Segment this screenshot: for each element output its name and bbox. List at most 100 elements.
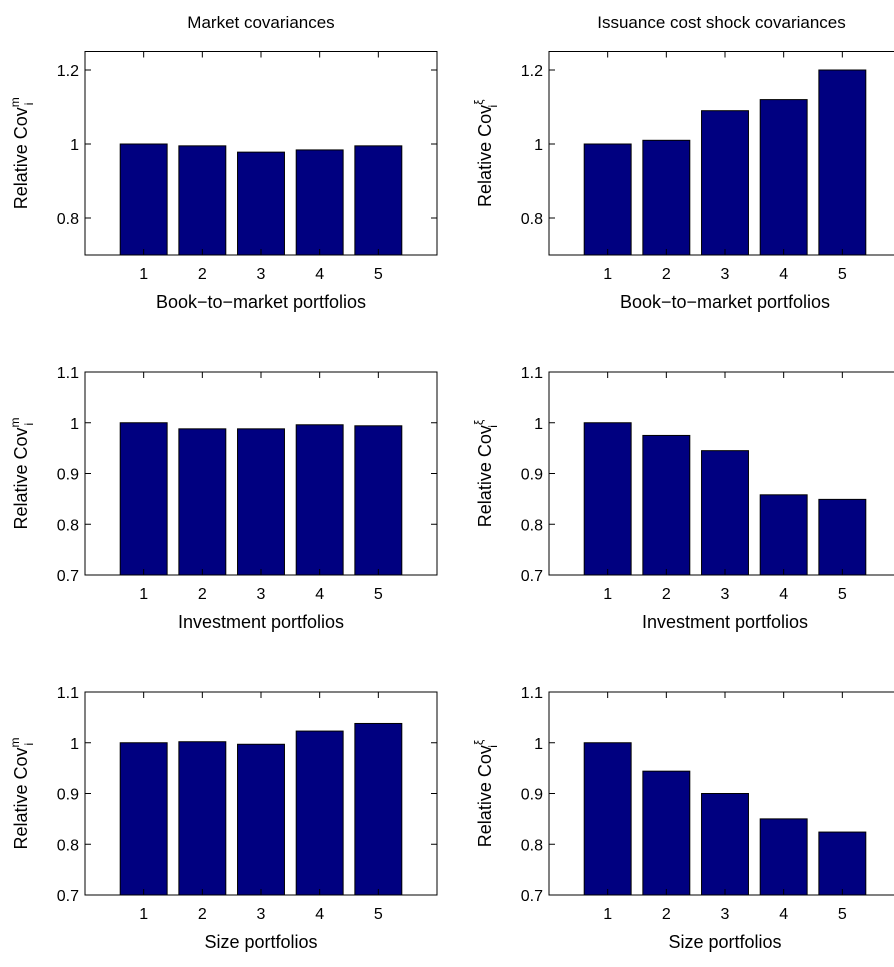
y-tick-label: 0.9 bbox=[57, 467, 79, 484]
y-axis-label: Relative Covξi bbox=[472, 419, 500, 527]
y-tick-label: 1.1 bbox=[521, 365, 543, 382]
x-tick-label: 2 bbox=[198, 266, 207, 283]
subplot-title: Market covariances bbox=[187, 13, 334, 32]
bar bbox=[295, 149, 344, 256]
x-tick-label: 5 bbox=[838, 586, 847, 603]
y-tick-label: 1 bbox=[534, 137, 543, 154]
x-tick-label: 2 bbox=[198, 586, 207, 603]
x-tick-label: 2 bbox=[662, 586, 671, 603]
x-tick-label: 4 bbox=[315, 266, 324, 283]
x-tick-label: 5 bbox=[374, 906, 383, 923]
y-axis-label-superscript: ξ bbox=[472, 99, 486, 105]
y-tick-label: 0.7 bbox=[57, 568, 79, 585]
bar bbox=[818, 498, 867, 576]
bar bbox=[354, 425, 403, 576]
x-tick-label: 3 bbox=[257, 906, 266, 923]
bar bbox=[237, 151, 285, 256]
x-tick-label: 2 bbox=[662, 266, 671, 283]
y-axis-label: Relative Covmi bbox=[8, 97, 36, 209]
x-axis-label: Size portfolios bbox=[668, 932, 781, 952]
x-axis-label: Book−to−market portfolios bbox=[620, 292, 830, 312]
x-tick-label: 5 bbox=[374, 586, 383, 603]
bar bbox=[354, 722, 403, 896]
y-tick-label: 0.7 bbox=[57, 888, 79, 905]
y-axis-label-subscript: i bbox=[486, 105, 500, 108]
y-axis-label: Relative Covξi bbox=[472, 739, 500, 847]
x-tick-label: 3 bbox=[721, 266, 730, 283]
x-tick-label: 5 bbox=[374, 266, 383, 283]
bar bbox=[119, 422, 168, 576]
y-tick-label: 0.9 bbox=[57, 787, 79, 804]
y-axis-label-subscript: i bbox=[486, 745, 500, 748]
y-tick-label: 1.2 bbox=[521, 63, 543, 80]
bar bbox=[642, 770, 691, 896]
bar bbox=[759, 818, 808, 896]
y-axis-label-main: Relative Cov bbox=[11, 427, 31, 529]
y-tick-label: 0.9 bbox=[521, 787, 543, 804]
y-axis-label-main: Relative Cov bbox=[11, 107, 31, 209]
y-tick-label: 0.7 bbox=[521, 568, 543, 585]
y-axis-label-main: Relative Cov bbox=[475, 745, 495, 847]
y-axis-label-superscript: m bbox=[8, 97, 22, 107]
y-axis-label-main: Relative Cov bbox=[475, 105, 495, 207]
y-axis-label: Relative Covmi bbox=[8, 737, 36, 849]
x-tick-label: 3 bbox=[257, 266, 266, 283]
subplot-title: Issuance cost shock covariances bbox=[597, 13, 846, 32]
x-tick-label: 3 bbox=[257, 586, 266, 603]
x-tick-label: 1 bbox=[603, 906, 612, 923]
bar bbox=[642, 139, 691, 256]
y-tick-label: 1 bbox=[70, 416, 79, 433]
y-axis-label: Relative Covξi bbox=[472, 99, 500, 207]
y-tick-label: 1 bbox=[534, 736, 543, 753]
bar bbox=[237, 428, 285, 576]
bar bbox=[701, 793, 749, 896]
y-axis-label-superscript: m bbox=[8, 737, 22, 747]
y-axis-label-subscript: i bbox=[22, 743, 36, 746]
x-tick-label: 1 bbox=[603, 586, 612, 603]
bar bbox=[295, 730, 344, 896]
y-axis-label-subscript: i bbox=[486, 425, 500, 428]
y-tick-label: 0.7 bbox=[521, 888, 543, 905]
x-tick-label: 1 bbox=[603, 266, 612, 283]
bar bbox=[583, 742, 632, 896]
bar bbox=[583, 143, 632, 256]
y-tick-label: 1.1 bbox=[57, 365, 79, 382]
bar bbox=[701, 110, 749, 256]
x-tick-label: 3 bbox=[721, 906, 730, 923]
y-axis-label-superscript: ξ bbox=[472, 739, 486, 745]
bar bbox=[178, 428, 227, 576]
x-axis-label: Investment portfolios bbox=[178, 612, 344, 632]
x-tick-label: 2 bbox=[198, 906, 207, 923]
x-axis-label: Book−to−market portfolios bbox=[156, 292, 366, 312]
bar bbox=[237, 743, 285, 896]
bar bbox=[178, 741, 227, 896]
x-tick-label: 1 bbox=[139, 586, 148, 603]
bar bbox=[818, 831, 867, 896]
bar bbox=[295, 424, 344, 576]
bar bbox=[119, 143, 168, 256]
x-tick-label: 5 bbox=[838, 906, 847, 923]
x-tick-label: 5 bbox=[838, 266, 847, 283]
x-axis-label: Investment portfolios bbox=[642, 612, 808, 632]
x-tick-label: 4 bbox=[779, 906, 788, 923]
bar bbox=[354, 145, 403, 256]
y-axis-label-main: Relative Cov bbox=[11, 747, 31, 849]
y-axis-label-superscript: ξ bbox=[472, 419, 486, 425]
y-tick-label: 0.8 bbox=[521, 837, 543, 854]
x-tick-label: 2 bbox=[662, 906, 671, 923]
y-tick-label: 0.8 bbox=[57, 517, 79, 534]
y-tick-label: 1 bbox=[70, 137, 79, 154]
x-axis-label: Size portfolios bbox=[204, 932, 317, 952]
y-axis-label-subscript: i bbox=[22, 103, 36, 106]
y-axis-label-main: Relative Cov bbox=[475, 425, 495, 527]
x-tick-label: 1 bbox=[139, 266, 148, 283]
x-tick-label: 3 bbox=[721, 586, 730, 603]
bar bbox=[583, 422, 632, 576]
y-tick-label: 1 bbox=[70, 736, 79, 753]
y-tick-label: 1.1 bbox=[521, 685, 543, 702]
y-tick-label: 0.8 bbox=[521, 211, 543, 228]
y-tick-label: 1.1 bbox=[57, 685, 79, 702]
bar bbox=[759, 494, 808, 576]
y-tick-label: 0.8 bbox=[57, 211, 79, 228]
